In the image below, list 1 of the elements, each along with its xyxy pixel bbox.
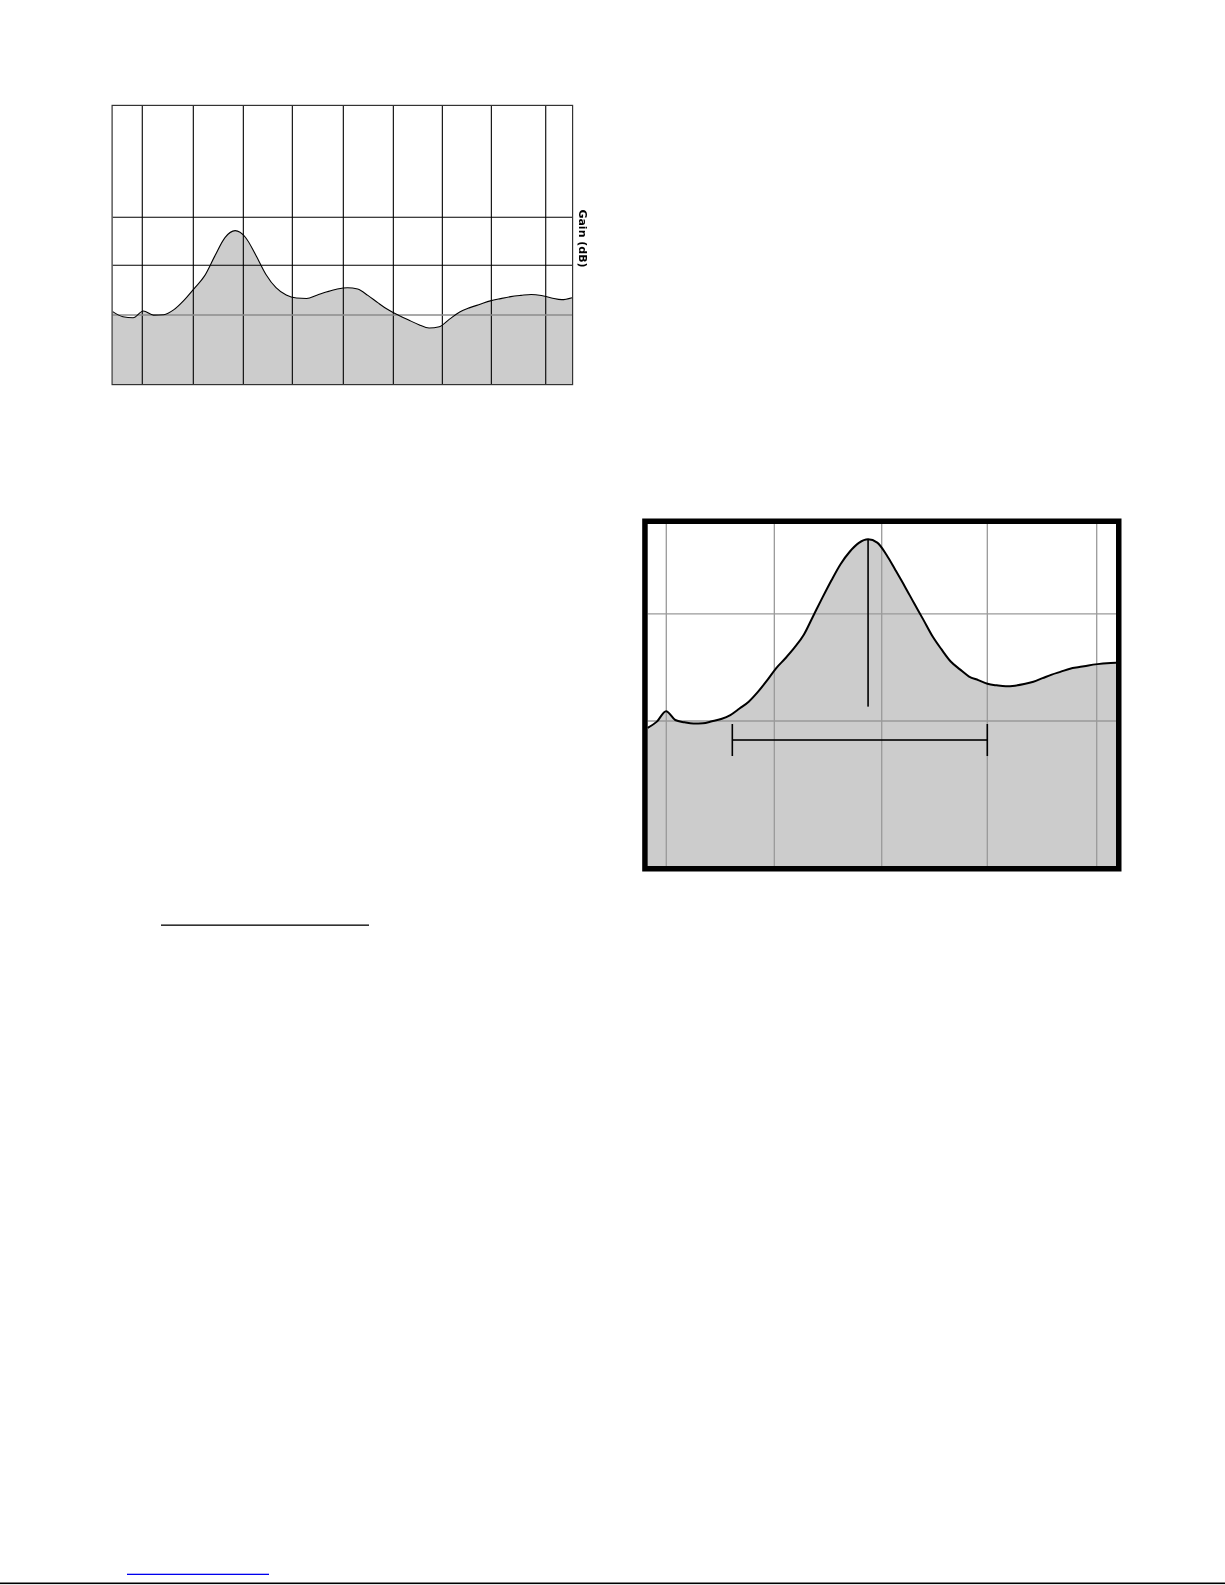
- y-axis-title: Gain (dB): [576, 209, 590, 268]
